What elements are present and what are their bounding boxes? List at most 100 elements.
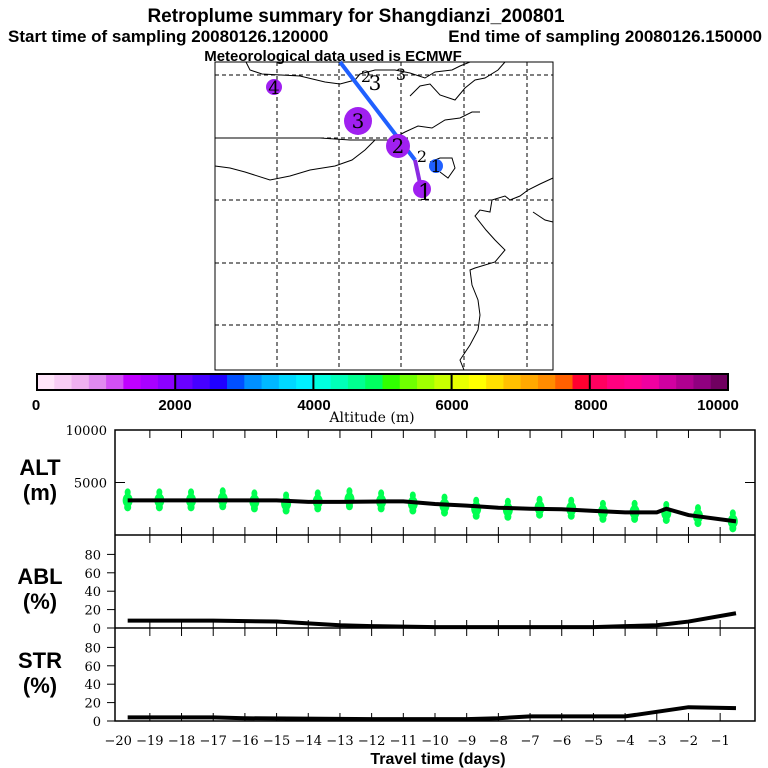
colorbar-swatch (693, 374, 712, 390)
x-tick-label: −11 (390, 734, 417, 749)
colorbar-swatch (54, 374, 73, 390)
x-tick-label: −16 (231, 734, 258, 749)
alt-scatter-point (441, 493, 448, 502)
y-tick-label: 20 (84, 604, 101, 619)
alt-scatter-point (124, 503, 132, 512)
cluster-label: 3 (352, 109, 365, 133)
alt-panel-unit: (m) (23, 480, 57, 505)
alt-scatter-point (409, 506, 417, 515)
alt-scatter-point (346, 487, 353, 496)
colorbar-swatch (641, 374, 660, 390)
map-panel: 4 3 2 1 1 2 3 2 3 (214, 60, 554, 371)
alt-scatter-point (472, 511, 480, 520)
cluster-marker (344, 107, 372, 135)
alt-scatter-point (599, 499, 606, 508)
colorbar-swatch (607, 374, 625, 390)
alt-scatter-point (219, 502, 227, 511)
met-data-note: Meteorological data used is ECMWF (204, 48, 462, 65)
colorbar-swatch (658, 374, 677, 390)
colorbar-swatch (676, 374, 694, 390)
y-tick-label: 10000 (66, 424, 107, 439)
x-tick-label: −9 (457, 734, 476, 749)
colorbar-swatch (330, 374, 349, 390)
x-tick-label: −14 (295, 734, 322, 749)
colorbar-tick: 6000 (435, 397, 468, 414)
y-tick-label: 0 (93, 622, 101, 637)
alt-scatter-point (631, 514, 639, 523)
x-tick-label: −6 (552, 734, 571, 749)
x-tick-label: −15 (263, 734, 290, 749)
colorbar-tick: 4000 (297, 397, 330, 414)
colorbar-swatch (175, 374, 193, 390)
x-tick-label: −1 (711, 734, 730, 749)
colorbar-tick: 10000 (697, 397, 739, 414)
colorbar-swatch (710, 374, 729, 390)
colorbar-swatch (227, 374, 245, 390)
figure-title: Retroplume summary for Shangdianzi_20080… (147, 6, 565, 27)
y-tick-label: 40 (84, 585, 101, 600)
alt-scatter-point (314, 489, 321, 498)
alt-scatter-point (187, 503, 195, 512)
alt-scatter-point (188, 488, 195, 497)
y-tick-label: 40 (84, 678, 101, 693)
map-frame (214, 61, 554, 371)
colorbar-swatch (624, 374, 643, 390)
cluster-label: 3 (369, 71, 382, 95)
cluster-label: 3 (396, 65, 406, 84)
colorbar-swatch (296, 374, 314, 390)
cluster-marker (386, 134, 410, 158)
x-tick-label: −5 (584, 734, 603, 749)
colorbar-swatch (503, 374, 522, 390)
colorbar-swatch (71, 374, 90, 390)
alt-scatter-point (124, 488, 131, 497)
cluster-marker (413, 180, 431, 198)
cluster-label: 2 (392, 134, 405, 158)
colorbar-swatch (486, 374, 504, 390)
alt-scatter-point (599, 514, 607, 523)
x-axis-label: Travel time (days) (370, 751, 505, 768)
colorbar-swatch (278, 374, 297, 390)
alt-scatter-point (441, 508, 449, 517)
colorbar-swatch (192, 374, 211, 390)
alt-scatter-point (694, 504, 701, 513)
x-tick-label: −13 (326, 734, 353, 749)
colorbar-swatch (157, 374, 176, 390)
colorbar-swatch (434, 374, 453, 390)
y-tick-label: 60 (84, 660, 101, 675)
colorbar-swatch (589, 374, 608, 390)
cluster-marker (266, 79, 282, 95)
colorbar-swatch (451, 374, 470, 390)
alt-scatter-point (155, 503, 163, 512)
alt-scatter-point (536, 495, 543, 504)
alt-scatter-point (694, 519, 702, 528)
colorbar-tick: 2000 (158, 397, 191, 414)
colorbar-swatch (382, 374, 401, 390)
y-tick-label: 0 (93, 715, 101, 730)
colorbar-swatch (88, 374, 107, 390)
cluster-label: 1 (431, 157, 442, 177)
abl-series-line (127, 611, 737, 630)
x-tick-label: −19 (136, 734, 163, 749)
alt-scatter-point (663, 500, 670, 509)
colorbar-swatch (123, 374, 142, 390)
alt-scatter-point (504, 497, 511, 506)
colorbar-swatch (261, 374, 280, 390)
alt-scatter-point (219, 487, 226, 496)
colorbar-swatch (209, 374, 228, 390)
x-tick-label: −2 (679, 734, 698, 749)
alt-scatter-point (314, 504, 322, 513)
x-tick-label: −18 (168, 734, 195, 749)
y-tick-label: 80 (84, 548, 101, 563)
alt-scatter-point (504, 512, 512, 521)
str-panel-label: STR (18, 648, 62, 673)
abl-panel-unit: (%) (23, 589, 57, 614)
cluster-label: 2 (361, 67, 371, 86)
colorbar-swatch (106, 374, 124, 390)
alt-scatter-point (631, 499, 638, 508)
plot-frame (114, 429, 756, 722)
colorbar-swatch (37, 374, 55, 390)
colorbar-swatch (555, 374, 574, 390)
alt-scatter-point (250, 504, 258, 513)
